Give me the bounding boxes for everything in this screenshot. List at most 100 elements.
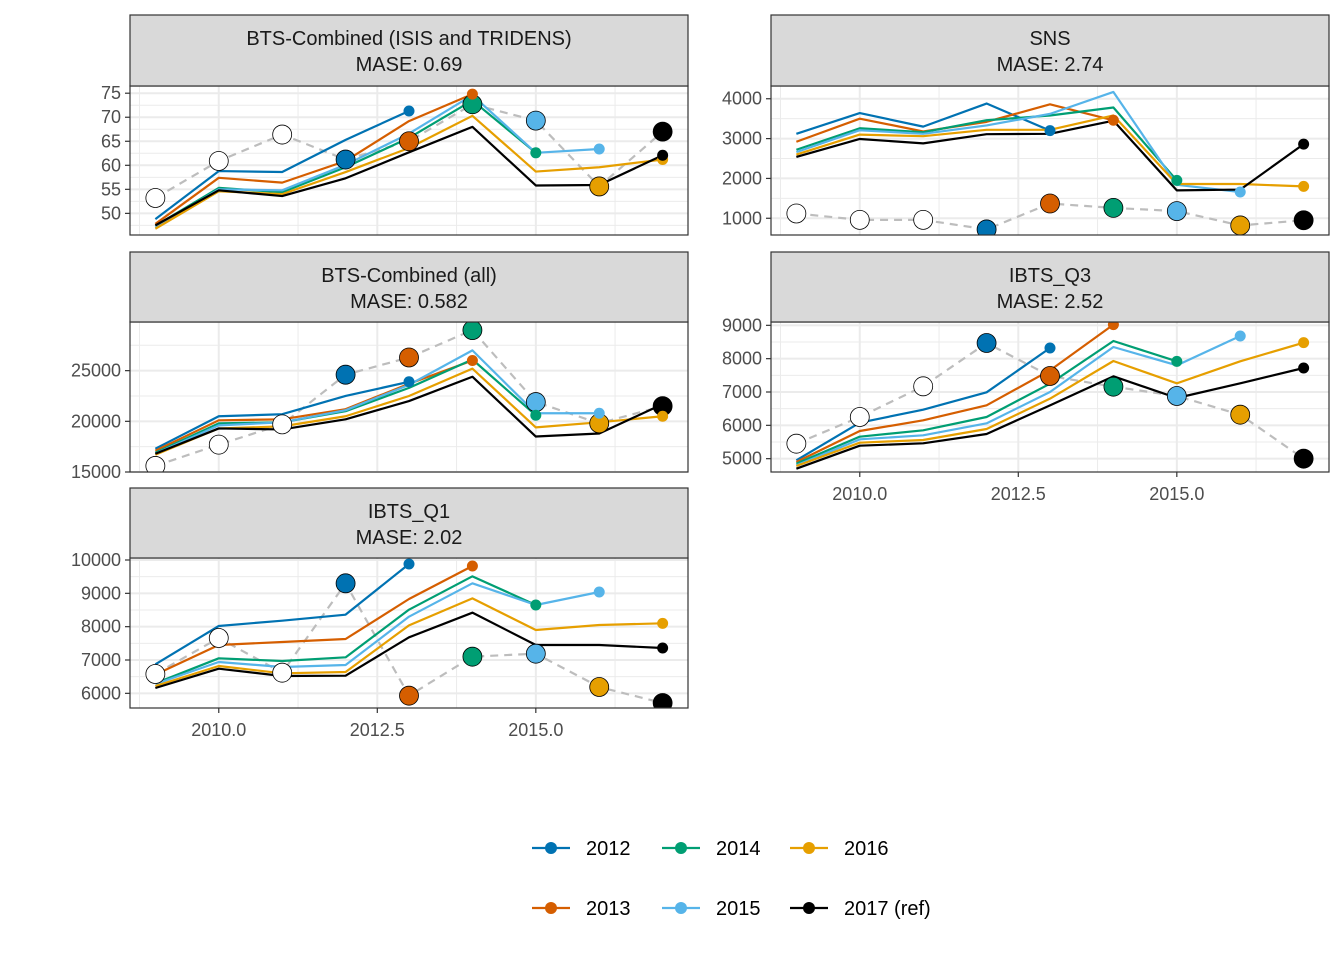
observed-point-2009 [145,664,166,684]
observed-point-2017 [652,121,673,142]
facet-subtitle: MASE: 0.69 [356,54,463,76]
observed-point-2010 [208,151,229,171]
y-tick-label: 65 [101,131,121,151]
series-line-2013 [795,323,1115,463]
observed-point-2009 [786,433,807,454]
observed-point-2009 [786,203,807,224]
y-tick-label: 20000 [71,411,121,431]
series-endpoint-2012 [403,105,415,117]
series-line-2017 [154,125,664,227]
observed-point-2016 [1230,404,1251,425]
y-tick-label: 9000 [81,583,121,603]
series-endpoint-2015 [593,586,605,598]
facet-strip [129,487,689,559]
x-tick-label: 2015.0 [508,720,563,740]
facet-panel: BTS-Combined (all) MASE: 0.582 15000 20000 2… [71,251,689,482]
observed-point-2015 [1166,386,1187,406]
legend-key-point [675,842,687,854]
series-endpoint-2017 [1298,138,1310,150]
y-tick-label: 70 [101,107,121,127]
series-endpoint-2016 [1298,337,1310,349]
legend-item-2013: 2013 [532,898,631,920]
observed-point-2012 [976,333,997,353]
observed-point-2014 [1103,198,1124,218]
facet-title: SNS [1029,28,1070,50]
observed-point-2012 [335,149,356,170]
legend-key-point [675,902,687,914]
series-line-2012 [154,380,410,450]
series-endpoint-2013 [466,88,478,100]
series-line-2013 [154,565,473,676]
x-tick-label: 2012.5 [350,720,405,740]
observed-point-2015 [1166,201,1187,221]
observed-point-2010 [208,434,229,455]
series-line-2015 [796,90,1241,194]
y-tick-label: 6000 [722,415,762,435]
legend-item-2017: 2017 (ref) [790,898,931,920]
observed-point-2015 [525,392,546,412]
series-line-2014 [796,106,1178,182]
series-endpoint-2014 [1171,174,1183,186]
series-line-2017 [795,366,1304,470]
series-endpoint-2014 [530,147,542,159]
observed-point-2010 [849,209,870,230]
series-endpoint-2015 [593,407,605,419]
observed-point-2012 [335,573,356,594]
series-endpoint-2015 [1234,186,1246,198]
facet-panel: SNS MASE: 2.74 1000 2000 3000 4000 [722,14,1330,236]
facet-subtitle: MASE: 2.52 [997,291,1104,313]
legend-key-point [545,842,557,854]
legend-item-2016: 2016 [790,838,889,860]
series-line-2012 [154,109,410,221]
facet-strip [129,14,689,87]
y-tick-label: 50 [101,203,121,223]
series-line-2017 [155,611,663,690]
observed-point-2013 [399,685,419,706]
observed-point-2017 [1293,448,1314,469]
observed-point-2015 [525,643,546,664]
legend: 2012 2013 2014 2015 2016 2017 (ref) [532,838,931,920]
y-tick-label: 8000 [81,617,121,637]
y-tick-label: 3000 [722,129,762,149]
observed-point-2015 [525,110,546,131]
legend-label: 2017 (ref) [844,898,931,920]
facet-subtitle: MASE: 0.582 [350,291,468,313]
legend-item-2012: 2012 [532,838,631,860]
series-endpoint-2012 [1044,342,1056,354]
observed-point-2009 [145,188,166,208]
series-endpoint-2017 [657,642,669,654]
facet-strip [770,251,1330,323]
legend-key-point [803,902,815,914]
facet-strip [770,14,1330,87]
facet-panel: IBTS_Q1 MASE: 2.02 6000 7000 8000 9000 10000 20… [71,487,689,740]
series-endpoint-2014 [1171,355,1183,367]
series-endpoint-2017 [657,398,669,410]
series-endpoint-2015 [593,143,605,155]
series-endpoint-2013 [466,560,478,572]
y-tick-label: 2000 [722,168,762,188]
series-endpoint-2012 [403,376,415,388]
series-line-2015 [795,335,1241,467]
y-tick-label: 6000 [81,683,121,703]
y-tick-label: 1000 [722,208,762,228]
legend-item-2015: 2015 [662,898,761,920]
series-line-2013 [154,93,473,225]
series-endpoint-2016 [657,617,669,629]
y-tick-label: 55 [101,179,121,199]
series-line-2012 [796,102,1051,135]
y-tick-label: 7000 [81,650,121,670]
x-tick-label: 2010.0 [832,484,887,504]
x-tick-label: 2015.0 [1149,484,1204,504]
series-endpoint-2017 [1298,362,1310,374]
observed-series-line [155,328,663,467]
observed-point-2013 [1040,193,1060,214]
observed-point-2013 [1040,366,1060,386]
observed-point-2011 [272,662,293,683]
observed-point-2016 [1230,215,1251,235]
series-line-2014 [795,339,1178,465]
observed-point-2011 [913,209,934,230]
y-tick-label: 75 [101,83,121,103]
facet-title: BTS-Combined (all) [321,265,497,287]
